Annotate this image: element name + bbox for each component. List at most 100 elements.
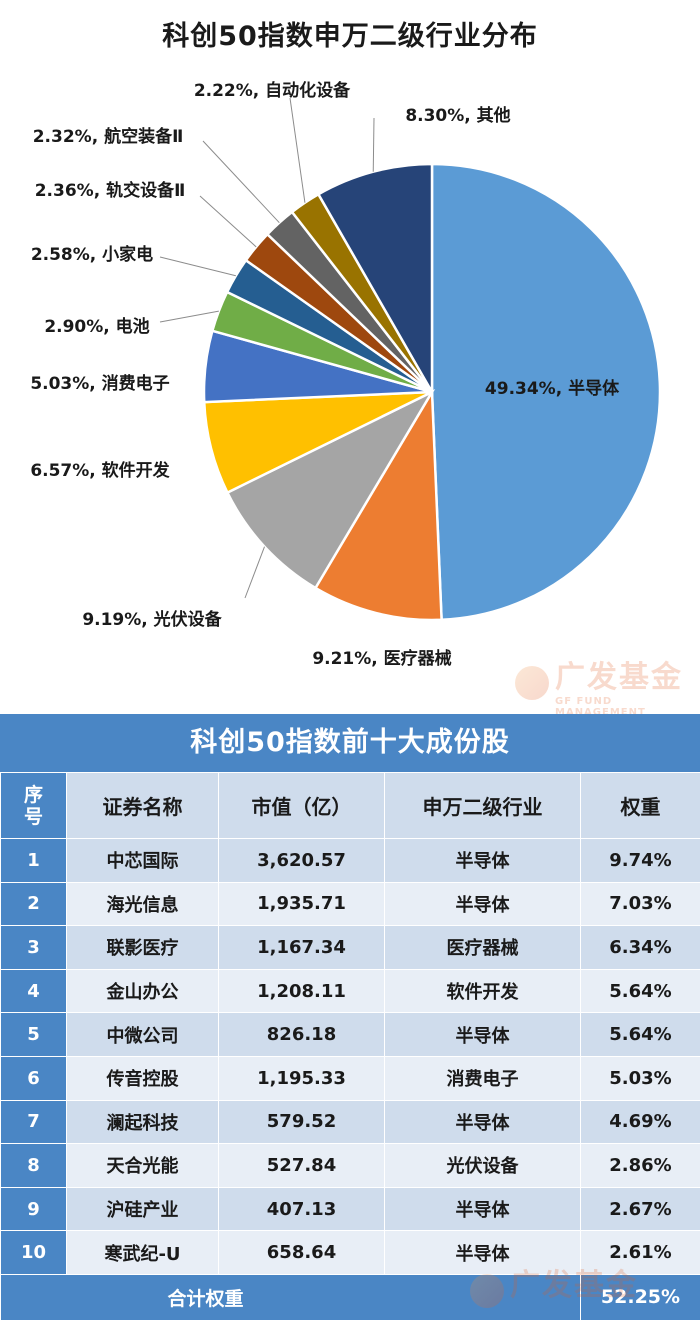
slice-label-4: 6.57%, 软件开发 bbox=[30, 460, 170, 481]
cell-name: 沪硅产业 bbox=[66, 1186, 219, 1232]
slice-label-11: 8.30%, 其他 bbox=[405, 105, 510, 126]
header-seq: 序号 bbox=[0, 772, 67, 839]
cell-name: 天合光能 bbox=[66, 1143, 219, 1188]
cell-name: 中芯国际 bbox=[66, 838, 219, 883]
table-row: 1 中芯国际 3,620.57 半导体 9.74% bbox=[0, 838, 700, 883]
cell-weight: 2.86% bbox=[580, 1143, 700, 1188]
cell-seq: 5 bbox=[0, 1012, 67, 1057]
cell-name: 金山办公 bbox=[66, 968, 219, 1014]
header-seq-text: 序号 bbox=[23, 783, 43, 828]
cell-seq: 8 bbox=[0, 1143, 67, 1188]
cell-weight: 7.03% bbox=[580, 881, 700, 927]
header-name: 证券名称 bbox=[66, 772, 219, 839]
cell-weight: 4.69% bbox=[580, 1099, 700, 1145]
leader-line-3 bbox=[244, 546, 265, 599]
leader-line-9 bbox=[202, 140, 280, 224]
chart-title: 科创50指数申万二级行业分布 bbox=[162, 21, 538, 52]
table-row: 7 澜起科技 579.52 半导体 4.69% bbox=[0, 1099, 700, 1145]
table-watermark-brand: 广发基金 bbox=[510, 1268, 638, 1303]
cell-weight: 5.64% bbox=[580, 1012, 700, 1057]
cell-seq: 3 bbox=[0, 925, 67, 970]
table-row: 9 沪硅产业 407.13 半导体 2.67% bbox=[0, 1186, 700, 1232]
leader-line-8 bbox=[199, 195, 257, 248]
cell-industry: 医疗器械 bbox=[384, 925, 581, 970]
cell-seq: 1 bbox=[0, 838, 67, 883]
cell-seq: 4 bbox=[0, 968, 67, 1014]
cell-weight: 2.67% bbox=[580, 1186, 700, 1232]
cell-name: 寒武纪-U bbox=[66, 1230, 219, 1275]
cell-seq: 7 bbox=[0, 1099, 67, 1145]
header-industry: 申万二级行业 bbox=[384, 772, 581, 839]
cell-cap: 1,208.11 bbox=[218, 968, 385, 1014]
leader-line-11 bbox=[372, 117, 375, 172]
table-header-row: 序号 证券名称 市值（亿） 申万二级行业 权重 bbox=[0, 772, 700, 839]
cell-seq: 2 bbox=[0, 881, 67, 927]
table-row: 4 金山办公 1,208.11 软件开发 5.64% bbox=[0, 968, 700, 1014]
brand-logo-icon bbox=[470, 1273, 504, 1308]
cell-cap: 407.13 bbox=[218, 1186, 385, 1232]
table-title: 科创50指数前十大成份股 bbox=[0, 714, 700, 772]
cell-industry: 软件开发 bbox=[384, 968, 581, 1014]
slice-label-8: 2.36%, 轨交设备Ⅱ bbox=[35, 180, 186, 201]
cell-industry: 半导体 bbox=[384, 1186, 581, 1232]
cell-cap: 3,620.57 bbox=[218, 838, 385, 883]
slice-label-3: 9.19%, 光伏设备 bbox=[82, 609, 222, 630]
slice-label-5: 5.03%, 消费电子 bbox=[30, 373, 169, 394]
cell-industry: 半导体 bbox=[384, 1099, 581, 1145]
cell-cap: 1,167.34 bbox=[218, 925, 385, 970]
leader-line-6 bbox=[159, 310, 219, 323]
table-row: 5 中微公司 826.18 半导体 5.64% bbox=[0, 1012, 700, 1057]
constituents-table: 序号 证券名称 市值（亿） 申万二级行业 权重 1 中芯国际 3,620.57 半导体… bbox=[0, 772, 700, 1321]
top-ten-table-section: 科创50指数前十大成份股 序号 证券名称 市值（亿） 申万二级行业 权重 1 中芯… bbox=[0, 714, 700, 1324]
cell-weight: 2.61% bbox=[580, 1230, 700, 1275]
cell-cap: 1,935.71 bbox=[218, 881, 385, 927]
table-row: 3 联影医疗 1,167.34 医疗器械 6.34% bbox=[0, 925, 700, 970]
cell-seq: 10 bbox=[0, 1230, 67, 1275]
cell-industry: 半导体 bbox=[384, 1230, 581, 1275]
cell-industry: 半导体 bbox=[384, 1012, 581, 1057]
pie-chart-section: 科创50指数申万二级行业分布 49.34%, 半导体 9.21%, 医疗器械 9.1… bbox=[30, 21, 681, 718]
cell-cap: 527.84 bbox=[218, 1143, 385, 1188]
header-weight: 权重 bbox=[580, 772, 700, 839]
cell-name: 传音控股 bbox=[66, 1055, 219, 1101]
slice-label-2: 9.21%, 医疗器械 bbox=[312, 648, 451, 669]
cell-cap: 658.64 bbox=[218, 1230, 385, 1275]
cell-industry: 半导体 bbox=[384, 838, 581, 883]
leader-line-10 bbox=[289, 97, 306, 203]
table-row: 2 海光信息 1,935.71 半导体 7.03% bbox=[0, 881, 700, 927]
cell-name: 海光信息 bbox=[66, 881, 219, 927]
cell-weight: 9.74% bbox=[580, 838, 700, 883]
pie-chart: 49.34%, 半导体 9.21%, 医疗器械 9.19%, 光伏设备 6.57%, … bbox=[30, 80, 662, 669]
pie-slice-2 bbox=[313, 387, 443, 622]
total-row: 合计权重 52.25% bbox=[0, 1273, 700, 1321]
cell-seq: 6 bbox=[0, 1055, 67, 1101]
table-row: 8 天合光能 527.84 光伏设备 2.86% bbox=[0, 1143, 700, 1188]
cell-name: 中微公司 bbox=[66, 1012, 219, 1057]
slice-label-7: 2.58%, 小家电 bbox=[31, 244, 153, 265]
total-weight: 52.25% bbox=[580, 1273, 700, 1321]
slice-label-6: 2.90%, 电池 bbox=[44, 316, 149, 337]
cell-industry: 半导体 bbox=[384, 881, 581, 927]
table-watermark: 广发基金 bbox=[470, 1260, 638, 1308]
pie-slice-1 bbox=[430, 162, 662, 622]
pie-slice-3 bbox=[225, 389, 436, 590]
cell-cap: 579.52 bbox=[218, 1099, 385, 1145]
cell-weight: 5.64% bbox=[580, 968, 700, 1014]
cell-cap: 1,195.33 bbox=[218, 1055, 385, 1101]
cell-cap: 826.18 bbox=[218, 1012, 385, 1057]
slice-label-9: 2.32%, 航空装备Ⅱ bbox=[33, 126, 184, 147]
watermark: 广发基金 GF FUND MANAGEMENT bbox=[515, 652, 700, 718]
slice-label-1: 49.34%, 半导体 bbox=[485, 378, 620, 399]
watermark-sub: GF FUND MANAGEMENT bbox=[555, 695, 646, 718]
cell-seq: 9 bbox=[0, 1186, 67, 1232]
cell-weight: 5.03% bbox=[580, 1055, 700, 1101]
leader-line-7 bbox=[159, 256, 236, 277]
slice-label-10: 2.22%, 自动化设备 bbox=[194, 80, 351, 101]
cell-industry: 消费电子 bbox=[384, 1055, 581, 1101]
cell-weight: 6.34% bbox=[580, 925, 700, 970]
cell-name: 澜起科技 bbox=[66, 1099, 219, 1145]
watermark-brand: 广发基金 bbox=[555, 660, 683, 695]
cell-industry: 光伏设备 bbox=[384, 1143, 581, 1188]
header-cap: 市值（亿） bbox=[218, 772, 385, 839]
brand-logo-icon bbox=[515, 665, 549, 700]
